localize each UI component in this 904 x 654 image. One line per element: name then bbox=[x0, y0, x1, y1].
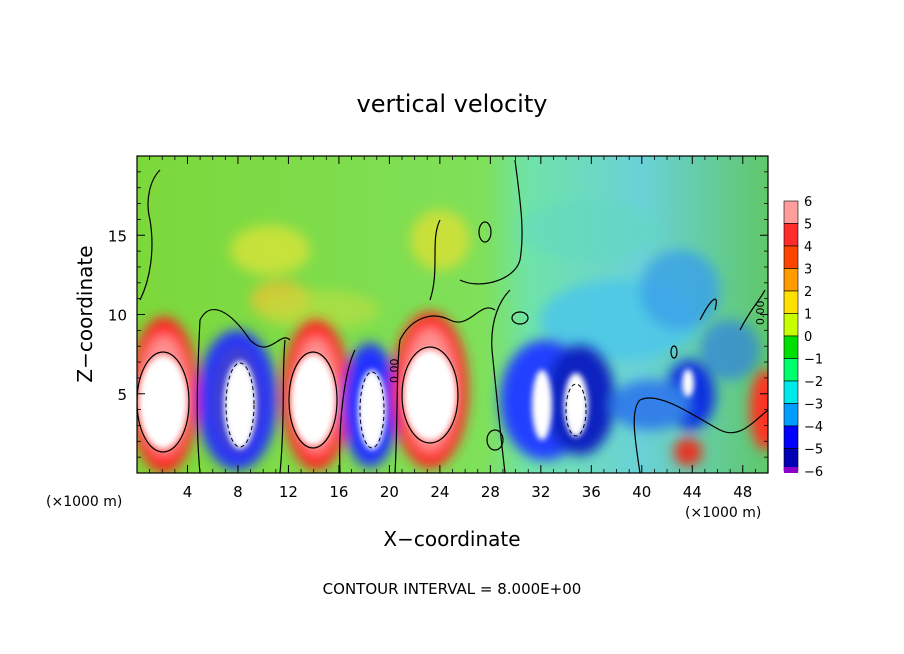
colorbar-swatch bbox=[783, 290, 799, 314]
x-tick-label: 12 bbox=[279, 483, 298, 501]
colorbar bbox=[783, 200, 799, 473]
x-tick-label: 28 bbox=[481, 483, 500, 501]
colorbar-swatch bbox=[783, 403, 799, 427]
colorbar-label: −6 bbox=[804, 465, 823, 480]
y-axis-ticks: 5 10 15 bbox=[108, 171, 768, 458]
x-tick-label: 48 bbox=[733, 483, 752, 501]
colorbar-label: −5 bbox=[804, 443, 823, 458]
x-unit-left: (×1000 m) bbox=[46, 494, 122, 510]
colorbar-label: −2 bbox=[804, 375, 823, 390]
upper-anomalies bbox=[230, 200, 760, 380]
dashed-contours bbox=[225, 362, 587, 449]
contour-lines bbox=[137, 159, 768, 473]
x-tick-label: 16 bbox=[329, 483, 348, 501]
x-tick-label: 40 bbox=[632, 483, 651, 501]
colorbar-label: 4 bbox=[804, 240, 812, 255]
x-tick-label: 32 bbox=[531, 483, 550, 501]
colorbar-swatch bbox=[783, 358, 799, 382]
x-axis-ticks: 4 8 12 16 20 24 28 32 36 40 44 48 bbox=[149, 156, 756, 501]
x-tick-label: 4 bbox=[183, 483, 193, 501]
colorbar-swatch bbox=[783, 425, 799, 449]
y-tick-label: 5 bbox=[117, 386, 127, 404]
x-tick-label: 8 bbox=[233, 483, 243, 501]
colorbar-labels: 6 5 4 3 2 1 0 −1 −2 −3 −4 −5 −6 bbox=[804, 195, 823, 480]
x-tick-label: 36 bbox=[582, 483, 601, 501]
colorbar-swatch bbox=[783, 335, 799, 359]
colorbar-label: 3 bbox=[804, 263, 812, 278]
colorbar-label: 6 bbox=[804, 195, 812, 210]
y-tick-label: 10 bbox=[108, 307, 127, 325]
colorbar-swatch bbox=[783, 200, 799, 224]
contour-interval-note: CONTOUR INTERVAL = 8.000E+00 bbox=[323, 580, 582, 598]
x-axis-label: X−coordinate bbox=[383, 527, 520, 551]
x-tick-label: 24 bbox=[430, 483, 449, 501]
y-tick-label: 15 bbox=[108, 227, 127, 245]
chart-title: vertical velocity bbox=[357, 90, 548, 118]
colorbar-label: −4 bbox=[804, 420, 823, 435]
colorbar-swatch bbox=[784, 467, 798, 473]
colorbar-swatch bbox=[783, 268, 799, 292]
colorbar-label: 0 bbox=[804, 330, 812, 345]
colorbar-label: 2 bbox=[804, 285, 812, 300]
colorbar-swatch bbox=[783, 313, 799, 337]
colorbar-label: −3 bbox=[804, 398, 823, 413]
white-cores bbox=[139, 350, 694, 450]
colorbar-swatch bbox=[783, 380, 799, 404]
colorbar-swatch bbox=[783, 245, 799, 269]
colorbar-label: −1 bbox=[804, 353, 823, 368]
x-tick-label: 20 bbox=[380, 483, 399, 501]
colorbar-swatch bbox=[783, 223, 799, 247]
y-axis-label: Z−coordinate bbox=[73, 245, 97, 382]
x-unit-right: (×1000 m) bbox=[685, 505, 761, 521]
contour-label: 0.00 bbox=[754, 301, 767, 326]
x-tick-label: 44 bbox=[683, 483, 702, 501]
colorbar-label: 1 bbox=[804, 308, 812, 323]
colorbar-label: 5 bbox=[804, 218, 812, 233]
contour-label: 0.00 bbox=[388, 359, 401, 384]
plot-area bbox=[137, 156, 768, 473]
